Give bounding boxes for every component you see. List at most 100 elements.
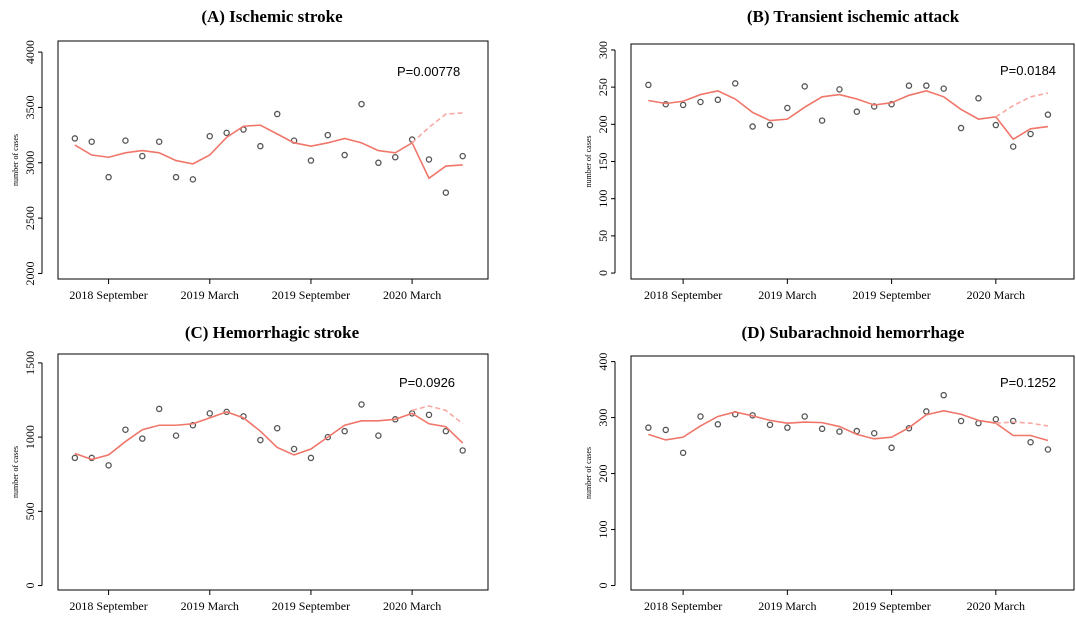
data-point (442, 427, 450, 435)
fitted-line (648, 410, 1049, 442)
data-point (870, 430, 878, 437)
chart-panel-2: (B) Transient ischemic attack 0 50 100 150 20… (584, 7, 1075, 302)
data-point (923, 408, 930, 415)
data-point (645, 81, 652, 89)
y-tick-label: 250 (596, 78, 610, 96)
y-tick-label: 100 (596, 190, 610, 208)
data-point (836, 86, 843, 93)
y-tick-label: 100 (596, 521, 610, 539)
data-point (392, 153, 399, 161)
data-point (853, 108, 861, 115)
x-tick-label: 2019 March (758, 599, 816, 613)
p-value-label: P=0.0926 (399, 375, 455, 390)
x-tick-label: 2019 March (181, 288, 239, 302)
data-point (139, 152, 146, 160)
x-tick-label: 2018 September (69, 288, 147, 302)
y-axis: 2000 2500 3000 3500 4000 number of cases (11, 40, 43, 285)
data-point (206, 132, 214, 140)
data-point (206, 410, 214, 417)
data-point (1027, 438, 1034, 446)
data-point (679, 101, 687, 109)
data-point (957, 417, 965, 425)
data-point (870, 103, 878, 110)
y-tick-label: 2000 (23, 261, 37, 285)
data-point (1009, 417, 1017, 425)
data-point (1009, 143, 1017, 150)
p-value-label: P=0.1252 (1000, 375, 1056, 390)
data-point (957, 124, 965, 132)
data-point (1044, 111, 1052, 118)
y-tick-label: 0 (596, 270, 610, 276)
data-point (662, 100, 669, 108)
data-point (1027, 130, 1034, 138)
p-value-label: P=0.00778 (397, 64, 460, 79)
data-point (818, 425, 826, 433)
data-point (714, 421, 722, 428)
data-point (784, 104, 791, 112)
chart-title: (D) Subarachnoid hemorrhage (742, 323, 965, 342)
y-tick-label: 1000 (23, 425, 37, 449)
data-point (801, 413, 808, 420)
data-point (801, 83, 808, 90)
y-tick-label: 0 (23, 583, 37, 589)
data-point (155, 138, 163, 145)
data-point (714, 96, 722, 104)
data-point (662, 426, 669, 434)
data-point (257, 142, 264, 150)
chart-title: (A) Ischemic stroke (201, 7, 343, 26)
fitted-line (648, 90, 1049, 141)
data-point (992, 416, 1000, 423)
data-point (122, 137, 129, 144)
y-axis-label: number of cases (11, 446, 20, 498)
data-point (375, 159, 382, 167)
y-tick-label: 300 (596, 41, 610, 59)
data-point (923, 82, 930, 89)
y-tick-label: 400 (596, 353, 610, 371)
data-point (459, 447, 466, 454)
data-point (442, 189, 450, 196)
y-tick-label: 300 (596, 409, 610, 427)
data-point (358, 401, 365, 408)
x-axis: 2018 September 2019 March 2019 September 20… (69, 589, 463, 613)
y-tick-label: 3000 (23, 151, 37, 175)
data-point (139, 435, 146, 442)
y-tick-label: 200 (596, 465, 610, 483)
y-axis: 0 50 100 150 200 250 300 number of cases (584, 41, 616, 276)
chart-title: (B) Transient ischemic attack (747, 7, 960, 26)
data-point (784, 424, 791, 431)
x-tick-label: 2019 September (852, 599, 930, 613)
data-point (71, 135, 79, 142)
data-point (940, 85, 947, 92)
chart-title: (C) Hemorrhagic stroke (185, 323, 360, 342)
data-point (905, 82, 913, 89)
data-point (223, 129, 230, 137)
data-point (324, 433, 332, 441)
fitted-line (74, 411, 464, 461)
plot-frame (630, 43, 1075, 280)
x-tick-label: 2019 September (852, 288, 930, 302)
data-point (358, 100, 365, 108)
data-point (290, 445, 298, 453)
y-axis-label: number of cases (11, 134, 20, 186)
data-point (992, 121, 1000, 129)
x-axis: 2018 September 2019 March 2019 September 20… (69, 278, 463, 302)
data-point (307, 454, 315, 462)
x-tick-label: 2018 September (644, 599, 722, 613)
data-point (122, 426, 129, 433)
x-axis: 2018 September 2019 March 2019 September 20… (644, 589, 1048, 613)
y-tick-label: 200 (596, 115, 610, 133)
data-point (88, 138, 95, 145)
data-point (105, 173, 112, 181)
data-point (189, 421, 197, 429)
x-tick-label: 2019 March (758, 288, 816, 302)
projected-line (411, 112, 463, 144)
fitted-line (74, 124, 463, 180)
y-tick-label: 2500 (23, 206, 37, 230)
y-tick-label: 50 (596, 230, 610, 242)
data-point (105, 462, 112, 469)
data-point (731, 80, 739, 87)
y-tick-label: 0 (596, 583, 610, 589)
x-tick-label: 2020 March (967, 599, 1025, 613)
x-tick-label: 2018 September (69, 599, 147, 613)
data-point (273, 424, 281, 432)
